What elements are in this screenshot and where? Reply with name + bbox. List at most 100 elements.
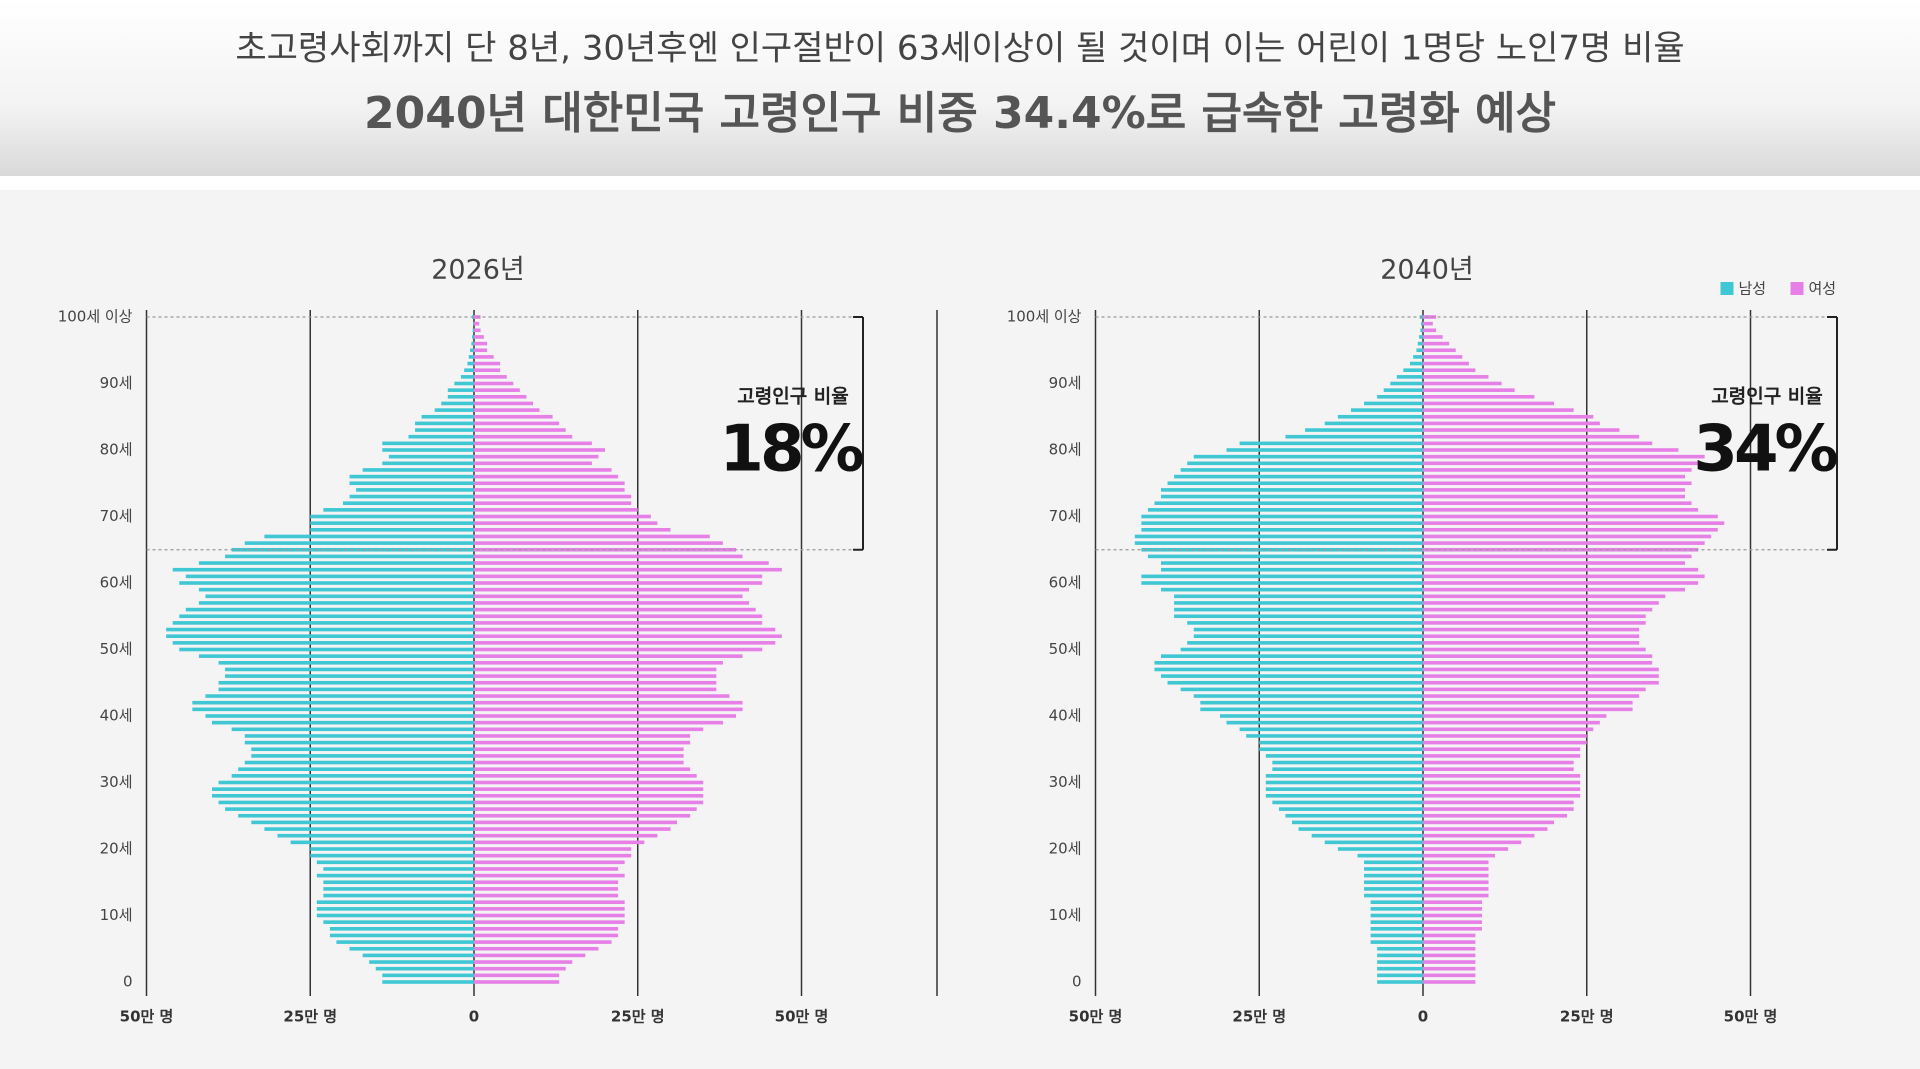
female-bar [474,980,560,984]
female-bar [1423,315,1437,319]
female-bar [1423,634,1640,638]
male-bar [471,341,474,346]
female-bar [474,946,599,951]
male-bar [218,680,474,685]
female-bar [474,521,658,525]
female-bar [1423,754,1581,758]
female-bar [1423,813,1568,818]
male-bar [356,488,474,492]
male-bar [470,348,474,353]
female-bar [474,860,625,865]
y-tick-label: 90세 [100,374,133,392]
female-bar [1423,321,1433,326]
female-bar [1423,940,1476,944]
male-bar [362,468,474,472]
male-bar [238,813,474,818]
male-bar [1390,381,1423,386]
female-bar [1423,328,1437,333]
male-bar [1377,980,1423,984]
male-bar [1377,966,1423,971]
female-bar [474,501,632,505]
male-bar [1377,960,1423,964]
annotation-label: 고령인구 비율 [1711,386,1823,408]
female-bar [1423,700,1633,705]
male-bar [218,661,474,665]
male-bar [1324,840,1423,845]
female-bar [474,348,488,353]
female-bar [474,408,540,412]
female-bar [474,960,573,964]
female-bar [1423,654,1653,658]
male-bar [323,880,474,885]
male-bar [349,474,474,479]
male-bar [382,980,474,984]
female-bar [474,534,710,539]
female-bar [474,441,592,446]
male-bar [212,787,474,791]
female-bar [1423,454,1705,459]
male-bar [1364,867,1423,871]
male-bar [172,621,474,625]
male-bar [1174,594,1423,599]
female-bar [474,574,763,579]
x-tick-label: 0 [1418,1008,1428,1026]
male-bar [336,940,474,944]
female-bar [1423,341,1450,346]
male-bar [323,920,474,924]
y-tick-label: 40세 [100,707,133,725]
male-bar [323,867,474,871]
male-bar [1174,601,1423,605]
male-bar [1174,607,1423,612]
female-bar [474,554,743,559]
x-tick-label: 25만 명 [1232,1008,1286,1026]
male-bar [1337,414,1423,419]
male-bar [172,641,474,645]
female-bar [474,687,717,692]
x-tick-label: 50만 명 [120,1008,174,1026]
male-bar [1413,355,1423,359]
female-bar [1423,368,1476,372]
male-bar [1364,887,1423,891]
female-bar [1423,893,1489,898]
female-bar [474,341,488,346]
female-bar [474,621,763,625]
male-bar [388,454,474,459]
male-bar [349,946,474,951]
y-tick-label: 0 [1072,973,1082,991]
female-bar [474,707,743,712]
female-bar [1423,501,1692,505]
female-bar [474,920,625,924]
female-bar [474,966,566,971]
male-bar [1272,767,1423,771]
male-bar [218,780,474,785]
male-bar [225,554,474,559]
female-bar [474,381,514,386]
male-bar [1370,940,1423,944]
female-bar [1423,953,1476,958]
annotation-label: 고령인구 비율 [737,386,849,408]
male-bar [382,461,474,466]
header-subtitle: 초고령사회까지 단 8년, 30년후엔 인구절반이 63세이상이 될 것이며 이… [235,29,1684,69]
female-bar [1423,707,1633,712]
male-bar [238,767,474,771]
male-bar [166,627,474,632]
female-bar [474,700,743,705]
male-bar [1193,634,1423,638]
male-bar [473,321,474,326]
male-bar [447,388,474,392]
female-bar [474,361,501,366]
female-bar [1423,900,1482,904]
male-bar [1377,973,1423,978]
female-bar [474,421,560,426]
male-bar [441,401,474,406]
male-bar [1141,514,1423,519]
male-bar [1377,395,1423,399]
y-tick-label: 50세 [100,640,133,658]
female-bar [474,807,697,811]
male-bar [447,395,474,399]
female-bar [474,328,481,333]
female-bar [1423,375,1489,379]
female-bar [1423,567,1699,572]
female-bar [1423,621,1646,625]
